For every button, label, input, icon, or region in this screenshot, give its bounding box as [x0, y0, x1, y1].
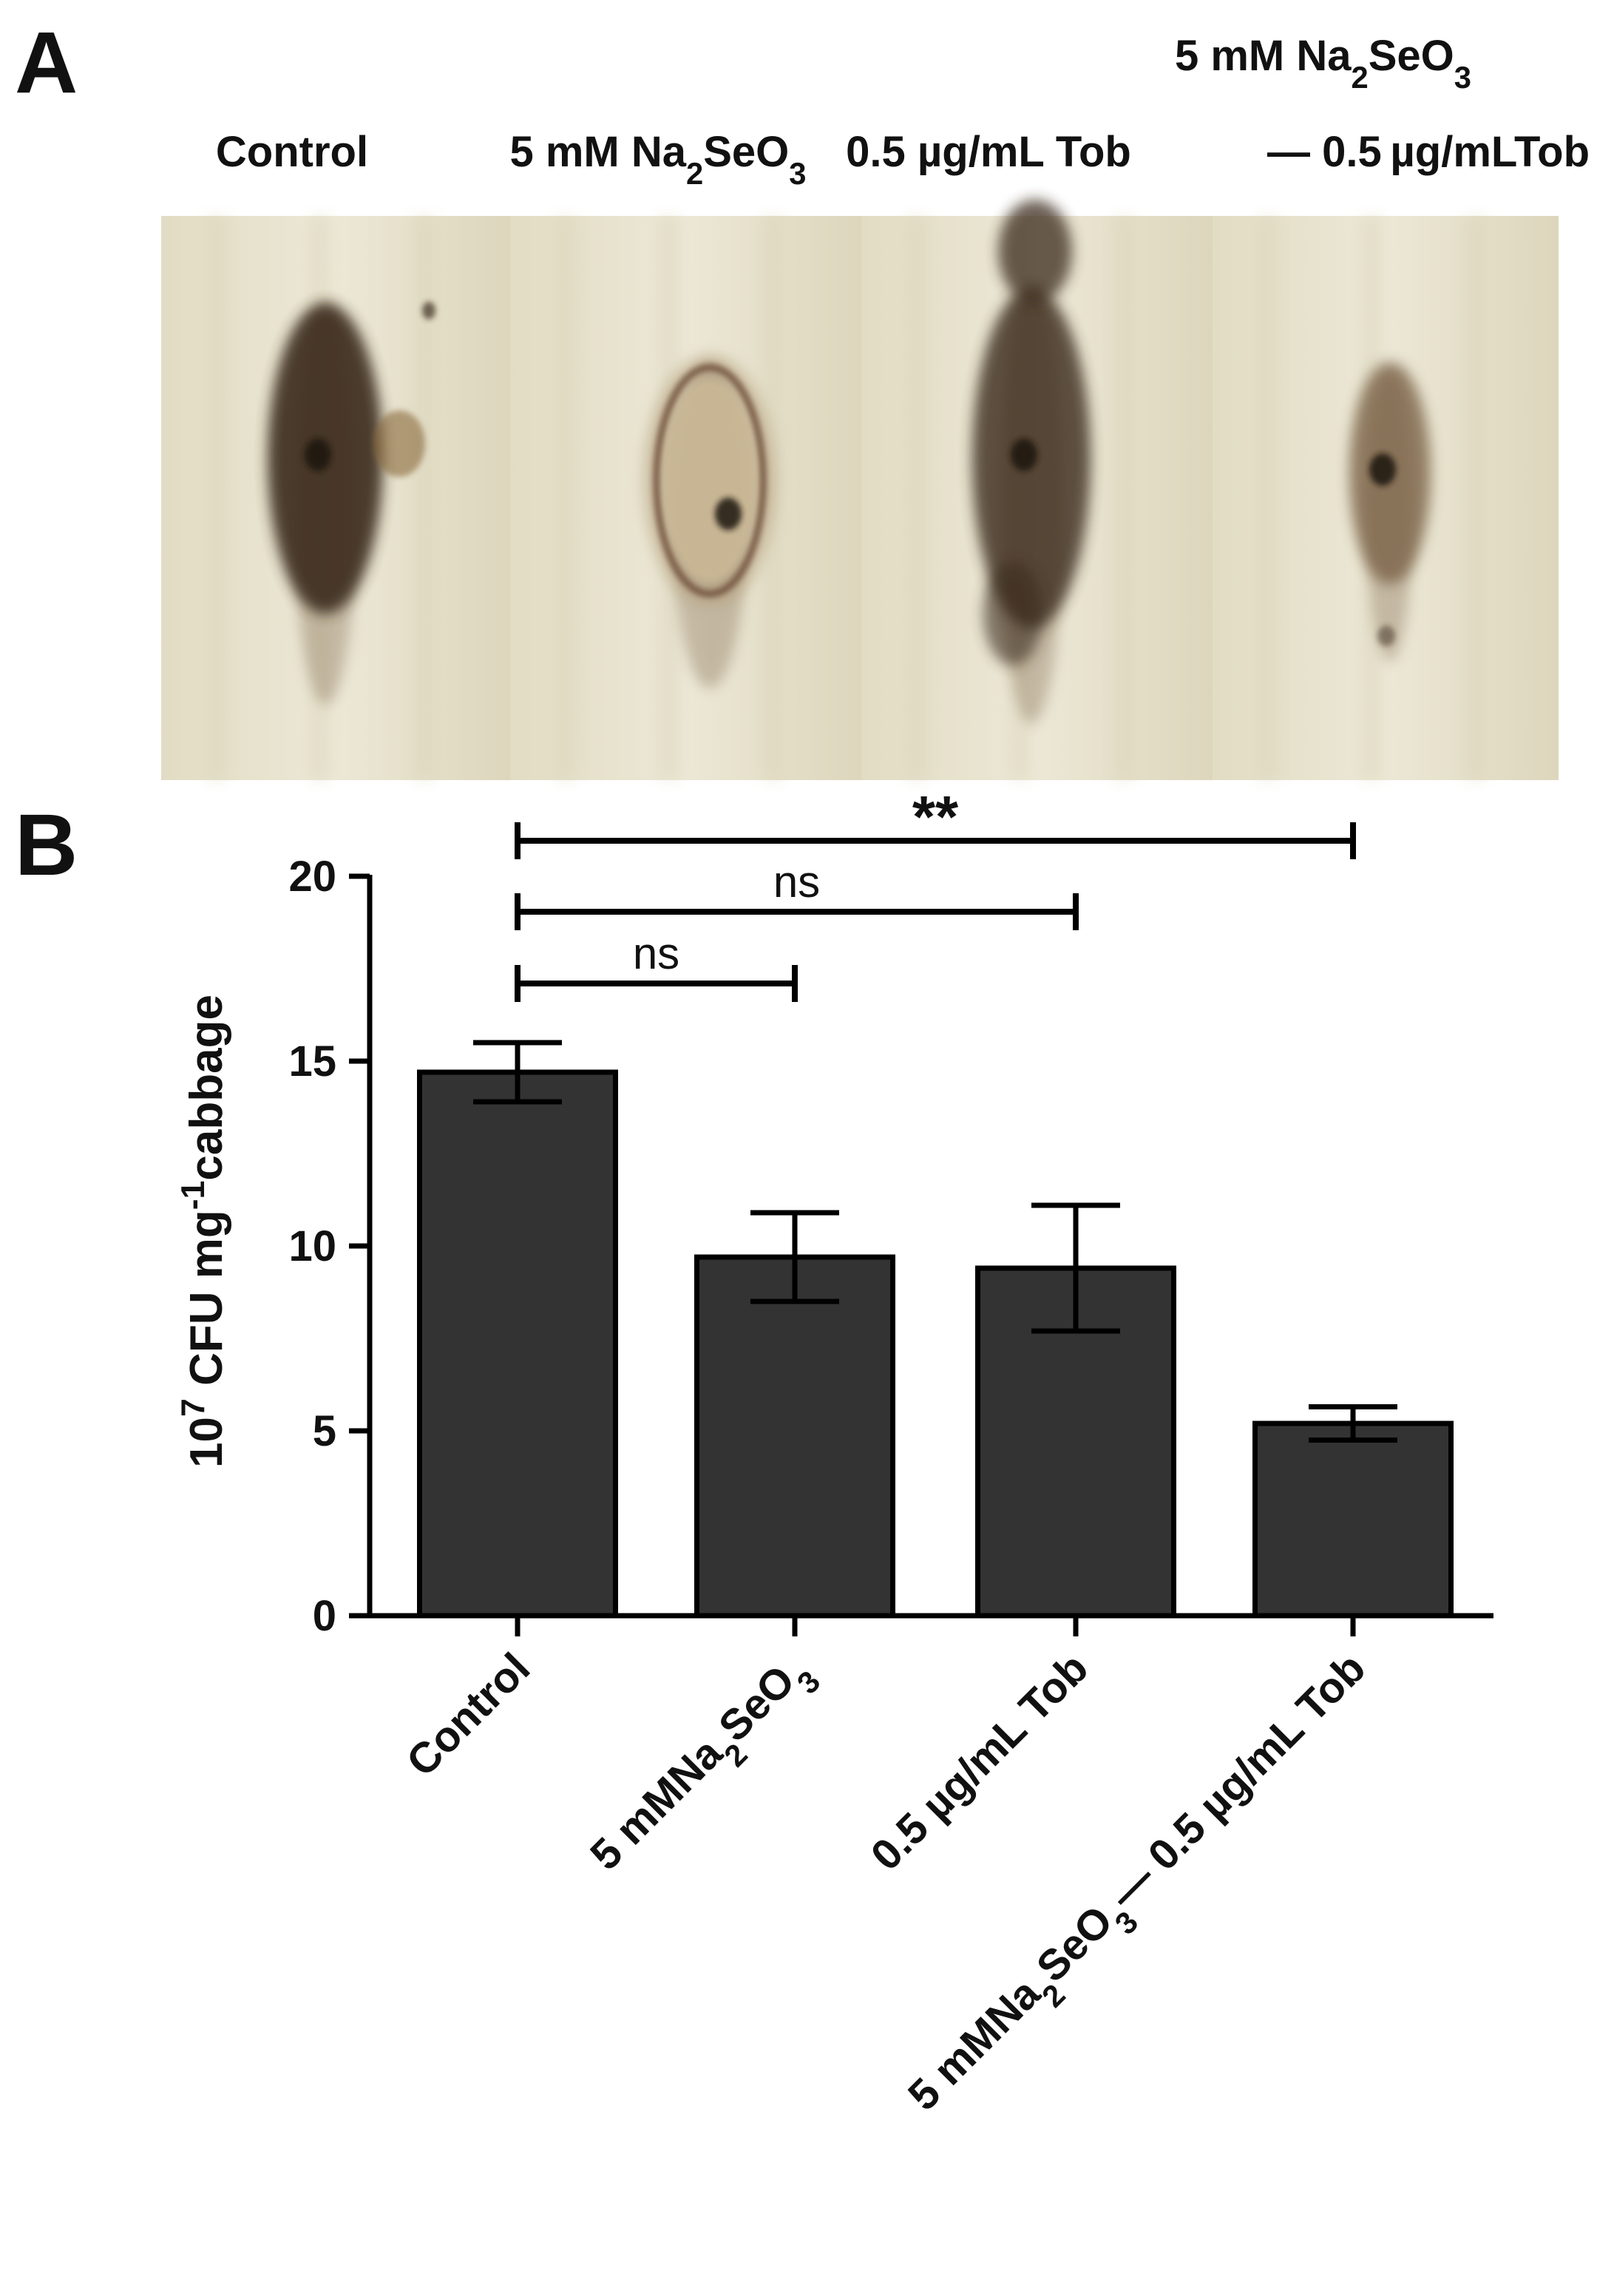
y-tick-label: 15	[288, 1037, 336, 1086]
cabbage-photo-2	[510, 216, 861, 780]
bar-1	[417, 1069, 618, 1619]
bar-2	[694, 1254, 895, 1619]
x-tick-label-4: 5 mMNa2SeO3— 0.5 µg/mL Tob	[899, 1644, 1385, 2130]
bar-4	[1252, 1420, 1454, 1619]
photo-label-1: Control	[216, 128, 368, 176]
panel-a-letter: A	[15, 14, 78, 112]
x-tick-label-3: 0.5 µg/mL Tob	[861, 1644, 1097, 1880]
error-bar-3	[1031, 1202, 1120, 1334]
photo-label-4-line2: — 0.5 µg/mLTob	[1267, 128, 1590, 176]
panel-b-letter: B	[15, 796, 78, 894]
significance-label-2: ns	[773, 857, 820, 907]
photo-label-2: 5 mM Na2SeO3	[509, 128, 806, 191]
x-tick-label-1: Control	[397, 1644, 539, 1786]
panel-a-photos: A Control 5 mM Na2SeO3 0.5 µg/mL Tob 5 mM N…	[15, 14, 1590, 780]
significance-label-3: **	[912, 784, 959, 850]
error-bar-2	[750, 1210, 839, 1304]
significance-bracket-3	[515, 822, 1356, 859]
significance-bracket-2	[515, 893, 1079, 930]
y-tick-label: 5	[313, 1407, 336, 1455]
panel-b-chart: B 0 5 10 15 20 107 CFU mg-1cabbage Control 5 mM…	[15, 784, 1493, 2130]
cabbage-photo-4	[1213, 216, 1559, 780]
error-bar-4	[1309, 1404, 1397, 1443]
y-tick-label: 10	[288, 1222, 336, 1270]
photo-label-3: 0.5 µg/mL Tob	[846, 128, 1131, 176]
significance-bracket-1	[515, 965, 798, 1002]
x-tick-label-2: 5 mMNa2SeO3	[581, 1644, 827, 1889]
error-bar-1	[473, 1040, 562, 1105]
photo-label-4-line1: 5 mM Na2SeO3	[1175, 32, 1471, 95]
y-tick-label: 20	[288, 853, 336, 901]
y-tick-label: 0	[313, 1592, 336, 1640]
cabbage-photo-3	[861, 200, 1213, 780]
significance-label-1: ns	[633, 929, 679, 978]
cabbage-photo-1	[161, 216, 510, 780]
bar-3	[975, 1265, 1176, 1619]
y-axis-label: 107 CFU mg-1cabbage	[175, 995, 233, 1468]
